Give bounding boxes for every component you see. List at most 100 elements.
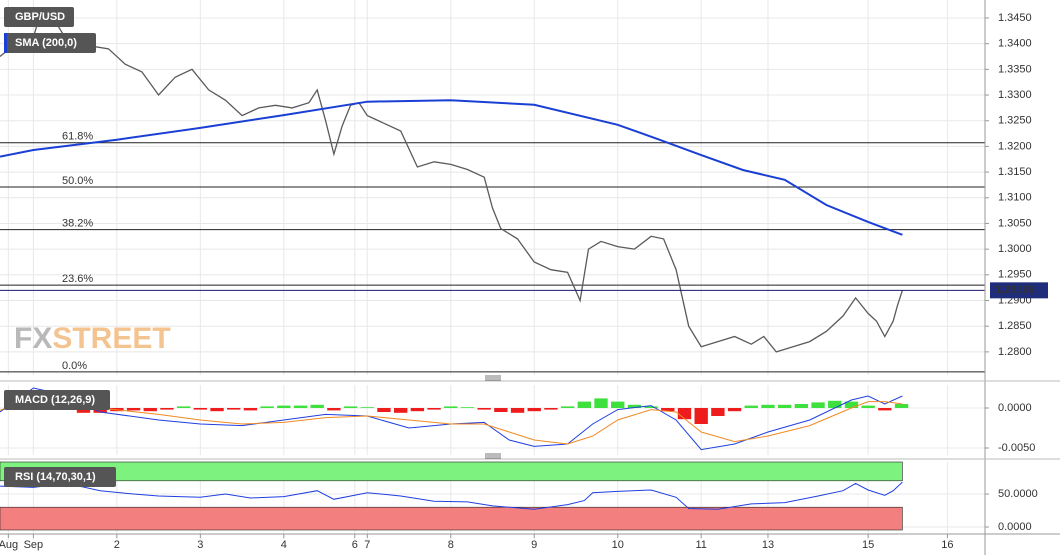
current-price-label: 1.29198 xyxy=(995,284,1035,296)
fib-label: 50.0% xyxy=(62,175,93,187)
histogram-bar xyxy=(327,408,341,411)
histogram-bar xyxy=(176,406,191,408)
histogram-bar xyxy=(410,408,425,412)
histogram-bar xyxy=(661,408,675,412)
histogram-bar xyxy=(510,408,525,413)
y-tick-label: 1.2800 xyxy=(998,346,1032,358)
plot-area: 61.8% 50.0% 38.2% 23.6% 0.0% FXSTREET xyxy=(0,11,985,531)
indicator-line xyxy=(0,393,903,445)
x-tick-label: 11 xyxy=(695,539,706,551)
current-price-box xyxy=(990,282,1048,299)
histogram-bar xyxy=(143,408,157,412)
legend-label: GBP/USD xyxy=(15,11,65,23)
watermark-part: STREET xyxy=(52,322,170,355)
resize-handle[interactable] xyxy=(485,453,501,459)
y-tick-label: 0.0000 xyxy=(998,521,1032,533)
x-tick-label: 10 xyxy=(612,539,624,551)
histogram-bar xyxy=(594,398,608,408)
histogram-bar xyxy=(744,405,758,408)
rsi-line xyxy=(0,481,903,510)
histogram-bar xyxy=(377,408,391,412)
y-tick-label: 1.3100 xyxy=(998,192,1032,204)
fib-label: 38.2% xyxy=(62,218,93,230)
legend-label: RSI (14,70,30,1) xyxy=(15,471,96,483)
histogram-bar xyxy=(277,405,291,408)
histogram-bar xyxy=(460,407,475,408)
y-tick-label: 1.3000 xyxy=(998,243,1032,255)
histogram-bar xyxy=(227,408,241,410)
x-tick-label: Aug xyxy=(0,539,18,551)
legend-label: SMA (200,0) xyxy=(15,37,77,49)
x-tick-label: 3 xyxy=(197,539,203,551)
histogram-bar xyxy=(126,408,141,411)
y-tick-label: 1.3350 xyxy=(998,63,1032,75)
y-tick-label: -0.0050 xyxy=(998,442,1035,454)
x-tick-label: 16 xyxy=(941,539,953,551)
histogram-bar xyxy=(811,402,825,408)
y-tick-label: 1.3300 xyxy=(998,89,1032,101)
x-tick-label: 15 xyxy=(862,539,874,551)
histogram-bar xyxy=(727,408,742,412)
histogram-bar xyxy=(193,408,208,410)
histogram-bar xyxy=(310,404,324,408)
histogram-bar xyxy=(477,408,491,410)
histogram-bar xyxy=(577,401,591,408)
histogram-bar xyxy=(627,404,642,408)
legend-label: MACD (12,26,9) xyxy=(15,394,95,406)
legend-box xyxy=(4,390,110,410)
histogram-bar xyxy=(844,401,859,408)
y-tick-label: 50.0000 xyxy=(998,488,1038,500)
x-tick-label: 4 xyxy=(281,539,287,551)
indicator-line xyxy=(0,387,903,451)
y-tick-label: 1.3150 xyxy=(998,166,1032,178)
histogram-bar xyxy=(293,405,308,408)
histogram-bar xyxy=(76,408,91,413)
histogram-bar xyxy=(694,408,708,424)
x-tick-label: Sep xyxy=(24,539,44,551)
y-tick-label: 1.3050 xyxy=(998,217,1032,229)
oversold-band xyxy=(0,506,903,531)
legend-swatch xyxy=(4,33,7,53)
resize-handle[interactable] xyxy=(485,375,501,381)
x-tick-label: 6 xyxy=(352,539,358,551)
fib-label: 0.0% xyxy=(62,360,87,372)
fib-label: 23.6% xyxy=(62,273,93,285)
histogram-bar xyxy=(427,408,441,410)
histogram-bar xyxy=(343,406,358,408)
y-tick-label: 1.3250 xyxy=(998,115,1032,127)
x-tick-label: 8 xyxy=(448,539,454,551)
watermark: FXSTREET xyxy=(14,322,171,355)
y-tick-label: 1.2850 xyxy=(998,320,1032,332)
x-tick-label: 7 xyxy=(364,539,370,551)
histogram-bar xyxy=(260,406,274,408)
y-tick-label: 1.3450 xyxy=(998,12,1032,24)
y-tick-label: 1.3200 xyxy=(998,140,1032,152)
histogram-bar xyxy=(761,404,775,408)
legend-box xyxy=(4,7,74,27)
histogram-bar xyxy=(878,408,892,411)
histogram-bar xyxy=(677,408,692,420)
histogram-bar xyxy=(243,408,258,411)
grid xyxy=(0,0,985,540)
histogram-bar xyxy=(360,407,374,408)
histogram-bar xyxy=(560,406,575,408)
histogram-bar xyxy=(444,406,458,408)
x-tick-label: 9 xyxy=(531,539,537,551)
watermark-part: FX xyxy=(14,322,52,355)
histogram-bar xyxy=(494,408,508,412)
histogram-bar xyxy=(394,408,408,413)
x-tick-label: 13 xyxy=(762,539,774,551)
histogram-bar xyxy=(644,406,658,408)
histogram-bar xyxy=(160,408,174,410)
histogram-bar xyxy=(611,401,625,408)
legend-box xyxy=(4,467,116,487)
histogram-bar xyxy=(711,408,725,416)
legend: GBP/USD SMA (200,0) MACD (12,26,9) RSI (14,… xyxy=(4,7,116,487)
price-line xyxy=(0,99,903,236)
histogram-bar xyxy=(894,404,909,408)
y-tick-label: 1.2950 xyxy=(998,269,1032,281)
histogram-bar xyxy=(861,405,875,408)
x-tick-label: 2 xyxy=(114,539,120,551)
histogram-bar xyxy=(777,404,792,408)
